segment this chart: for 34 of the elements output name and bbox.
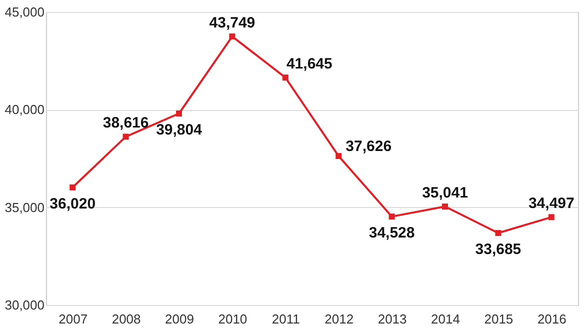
point xyxy=(70,184,76,190)
data-label: 37,626 xyxy=(346,138,392,156)
data-label: 41,645 xyxy=(286,56,332,73)
data-label: 39,804 xyxy=(156,121,203,138)
point xyxy=(229,33,236,40)
x-tick-label: 2011 xyxy=(272,312,300,326)
x-tick-label: 2014 xyxy=(431,312,460,326)
x-tick-label: 2012 xyxy=(324,312,354,326)
point xyxy=(336,153,342,160)
x-tick-label: 2010 xyxy=(218,312,248,326)
data-label: 36,020 xyxy=(50,195,96,212)
data-label: 34,528 xyxy=(368,224,415,242)
x-tick-label: 2015 xyxy=(484,312,514,326)
data-label: 38,616 xyxy=(102,114,149,132)
data-label: 33,685 xyxy=(475,241,522,258)
point xyxy=(388,214,395,220)
data-label: 34,497 xyxy=(528,195,574,212)
x-tick-label: 2008 xyxy=(112,312,141,326)
point xyxy=(495,230,502,236)
x-tick-label: 2009 xyxy=(165,312,194,326)
point xyxy=(548,214,554,220)
data-label: 35,041 xyxy=(422,184,468,202)
point xyxy=(442,204,448,210)
x-tick-label: 2013 xyxy=(378,312,407,326)
y-tick-label: 40,000 xyxy=(4,102,44,118)
y-tick-label: 35,000 xyxy=(4,200,44,215)
point xyxy=(282,74,288,81)
y-tick-label: 30,000 xyxy=(4,298,44,312)
point xyxy=(176,110,182,116)
x-tick-label: 2016 xyxy=(537,312,566,326)
y-tick-label: 45,000 xyxy=(4,4,44,20)
point xyxy=(122,134,129,140)
data-label: 43,749 xyxy=(209,14,256,32)
x-tick-label: 2007 xyxy=(58,312,88,326)
